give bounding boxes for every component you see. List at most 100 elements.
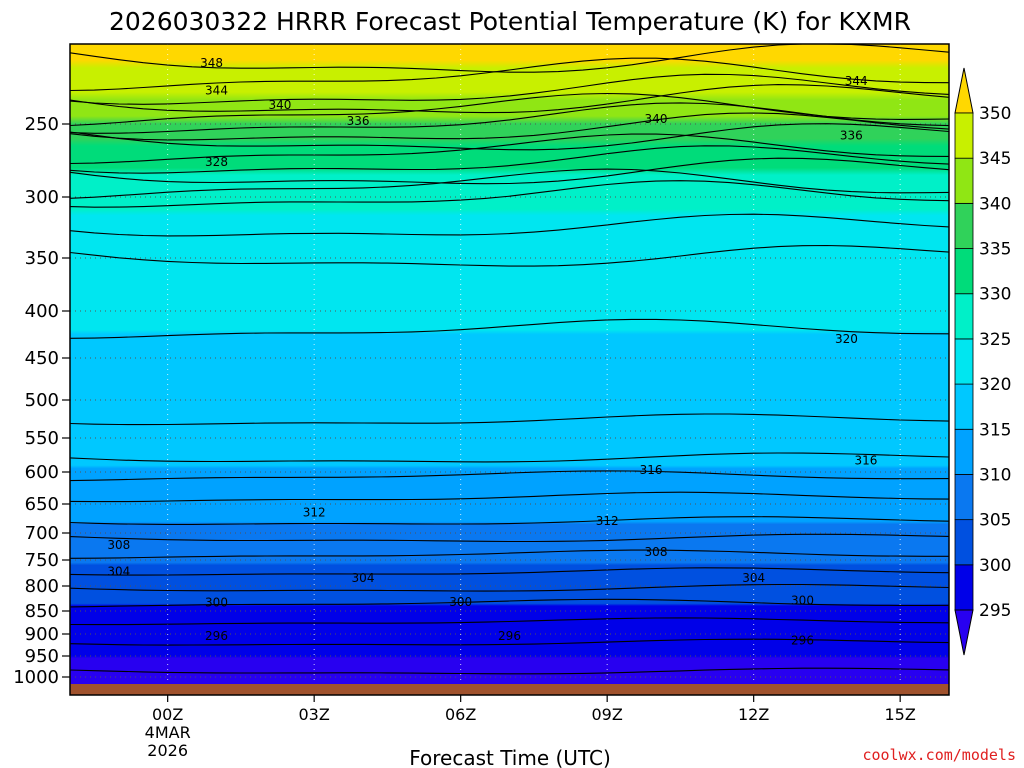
y-tick-label: 300 xyxy=(25,187,59,208)
colorbar: 295 300 305 310 315 320 325 330 335 340 345 350 xyxy=(954,67,1011,656)
contour-line xyxy=(70,84,949,114)
contour-label: 328 xyxy=(205,155,228,169)
colorbar-segment xyxy=(954,202,974,249)
y-tick-label: 750 xyxy=(25,550,59,571)
contour-label: 304 xyxy=(352,571,375,585)
x-tick-label: 00Z xyxy=(152,705,183,724)
contour-label: 304 xyxy=(107,564,130,578)
colorbar-label: 325 xyxy=(979,330,1011,350)
chart-title: 2026030322 HRRR Forecast Potential Tempe… xyxy=(109,7,911,36)
contour-label: 296 xyxy=(498,629,521,643)
y-tick-label: 650 xyxy=(25,494,59,515)
contour-label: 308 xyxy=(645,545,668,559)
contour-label: 312 xyxy=(303,506,326,520)
colorbar-segment xyxy=(954,383,974,430)
contour-line xyxy=(70,213,949,237)
contour-line xyxy=(70,102,949,134)
plot-frame xyxy=(69,43,950,696)
colorbar-label: 295 xyxy=(979,601,1011,621)
y-tick-label: 800 xyxy=(25,576,59,597)
colorbar-over-arrow xyxy=(954,67,974,114)
contour-line xyxy=(70,667,949,675)
y-tick-label: 450 xyxy=(25,348,59,369)
contour-line xyxy=(70,157,949,185)
contour-line xyxy=(70,638,949,646)
contour-line xyxy=(70,413,949,426)
contour-line xyxy=(70,73,949,105)
contour-line xyxy=(70,180,949,208)
colorbar-segment xyxy=(954,428,974,475)
colorbar-label: 350 xyxy=(979,104,1011,124)
contour-line xyxy=(70,491,949,503)
field-background xyxy=(70,44,949,686)
grid-lines xyxy=(70,44,949,686)
contour-label: 296 xyxy=(205,629,228,643)
contour-line xyxy=(70,168,949,199)
colorbar-segment xyxy=(954,248,974,295)
colorbar-under-arrow xyxy=(954,609,974,656)
plot-area: 348 344 344 340 340 336 336 328 320 316 316 312 312 3… xyxy=(69,43,950,696)
contour-label: 344 xyxy=(205,83,228,97)
contour-line xyxy=(70,44,949,73)
contour-line xyxy=(70,123,949,151)
contour-line xyxy=(70,145,949,174)
contour-line xyxy=(70,516,949,525)
contour-line xyxy=(70,452,949,463)
colorbar-label: 305 xyxy=(979,511,1011,531)
y-tick-label: 950 xyxy=(25,646,59,667)
contour-line xyxy=(70,244,949,267)
y-tick-label: 850 xyxy=(25,601,59,622)
colorbar-label: 310 xyxy=(979,465,1011,485)
colorbar-label: 340 xyxy=(979,194,1011,214)
y-axis: 2503003504004505005506006507007508008509… xyxy=(13,114,70,688)
contour-label: 336 xyxy=(347,114,370,128)
x-tick-label: 06Z xyxy=(445,705,476,724)
contour-line xyxy=(70,533,949,543)
x-tick-label: 09Z xyxy=(592,705,623,724)
contour-line xyxy=(70,92,949,127)
contour-line xyxy=(70,470,949,482)
contour-line xyxy=(70,549,949,559)
contour-label: 300 xyxy=(449,595,472,609)
colorbar-label: 330 xyxy=(979,285,1011,305)
colorbar-label: 335 xyxy=(979,240,1011,260)
colorbar-segment xyxy=(954,564,974,611)
colorbar-segment xyxy=(954,519,974,566)
contour-label: 336 xyxy=(840,129,863,143)
y-tick-label: 600 xyxy=(25,462,59,483)
y-tick-label: 1000 xyxy=(13,667,59,688)
colorbar-label: 300 xyxy=(979,556,1011,576)
y-tick-label: 550 xyxy=(25,428,59,449)
contour-label: 340 xyxy=(269,98,292,112)
contour-labels: 348 344 344 340 340 336 336 328 320 316 316 312 312 3… xyxy=(107,56,877,647)
x-tick-label: 15Z xyxy=(885,705,916,724)
colorbar-segment xyxy=(954,338,974,385)
contour-label: 344 xyxy=(845,74,868,88)
credit-text: coolwx.com/models xyxy=(862,746,1016,764)
contour-label: 320 xyxy=(835,332,858,346)
x-tick-label: 12Z xyxy=(738,705,769,724)
y-tick-label: 400 xyxy=(25,301,59,322)
colorbar-segment xyxy=(954,474,974,521)
colorbar-label: 345 xyxy=(979,149,1011,169)
contour-label: 308 xyxy=(107,538,130,552)
y-tick-label: 900 xyxy=(25,624,59,645)
contour-line xyxy=(70,567,949,576)
colorbar-label: 320 xyxy=(979,375,1011,395)
y-tick-label: 500 xyxy=(25,390,59,411)
contour-label: 296 xyxy=(791,634,814,648)
colorbar-label: 315 xyxy=(979,420,1011,440)
x-tick-sublabel: 4MAR xyxy=(145,723,191,742)
colorbar-segment xyxy=(954,157,974,204)
contour-lines xyxy=(70,44,949,675)
contour-line xyxy=(70,583,949,592)
contour-line xyxy=(70,617,949,626)
contour-label: 340 xyxy=(645,112,668,126)
contour-label: 300 xyxy=(791,594,814,608)
contour-line xyxy=(70,598,949,608)
contour-label: 304 xyxy=(742,571,765,585)
x-tick-sublabel: 2026 xyxy=(147,741,188,760)
contour-line xyxy=(70,57,949,92)
